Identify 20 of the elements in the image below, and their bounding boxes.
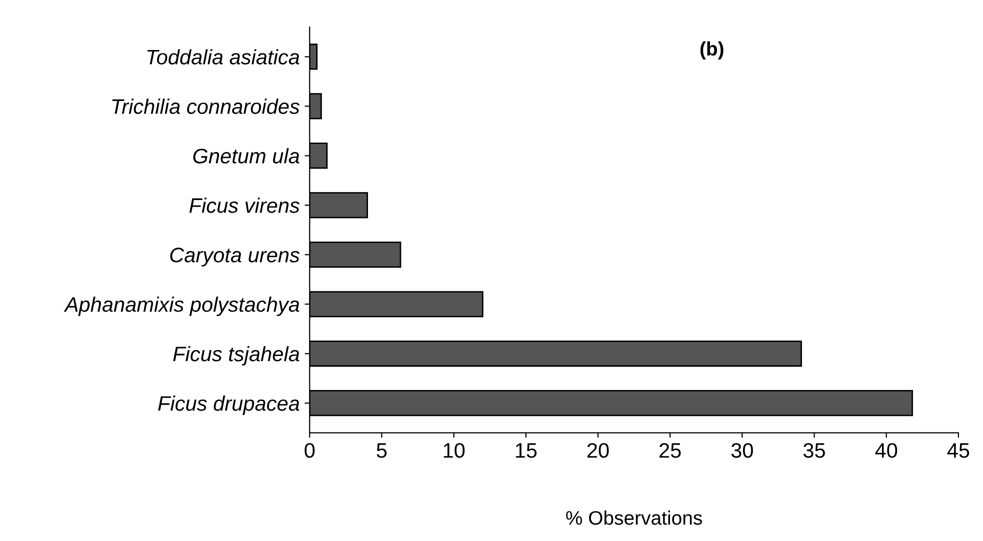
- x-axis-title: % Observations: [566, 510, 702, 525]
- y-tick-label: Trichilia connaroides: [112, 98, 300, 114]
- x-tick-label: 15: [516, 443, 537, 458]
- x-tick-label: 25: [660, 443, 681, 458]
- annotation: (b): [700, 41, 724, 60]
- y-tick-label: Ficus tsjahela: [173, 346, 300, 366]
- x-tick-label: 40: [875, 443, 898, 458]
- y-tick-label: Gnetum ula: [193, 148, 300, 164]
- x-tick-label: 0: [304, 443, 315, 458]
- x-tick-label: 30: [731, 443, 753, 458]
- y-tick-label: Toddalia asiatica: [147, 49, 300, 65]
- x-tick-label: 5: [376, 443, 387, 458]
- x-tick-label: 35: [803, 443, 825, 458]
- y-tick-label: Ficus virens: [189, 198, 300, 213]
- x-tick-label: 20: [587, 443, 609, 458]
- y-tick-label: Aphanamixis polystachya: [64, 296, 300, 316]
- y-tick-label: Ficus drupacea: [158, 396, 300, 415]
- y-tick-label: Caryota urens: [170, 248, 300, 267]
- x-tick-label: 45: [947, 443, 970, 458]
- x-tick-label: 10: [444, 443, 465, 458]
